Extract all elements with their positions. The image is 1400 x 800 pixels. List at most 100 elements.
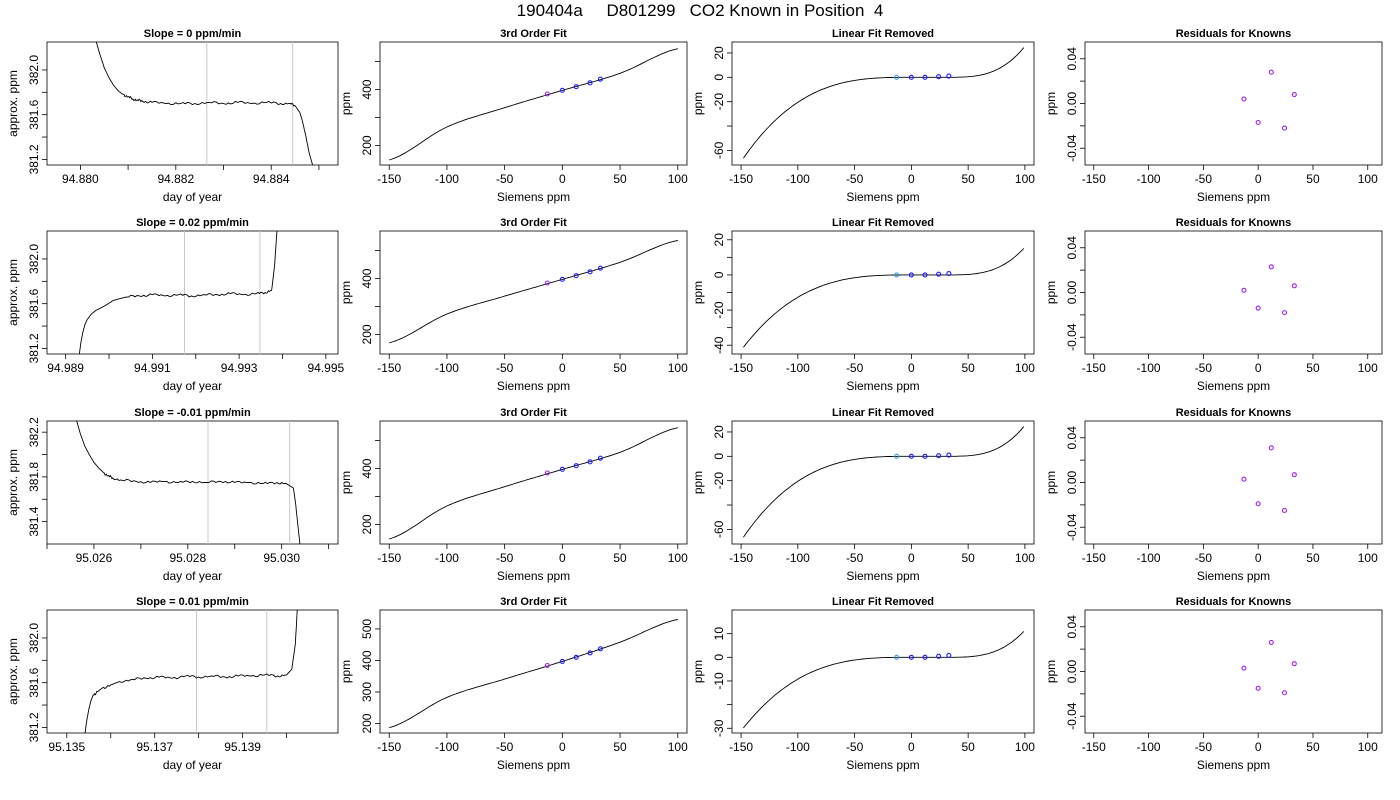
panel-0-fit-xtick-label: 100	[668, 172, 688, 186]
panel-3-linfit-xtick-label: -50	[846, 740, 864, 754]
panel-3-fit-frame	[379, 609, 688, 734]
panel-3-fit-xtick-label: 50	[613, 740, 627, 754]
panel-2-trace-xlabel: day of year	[163, 569, 222, 583]
panel-1-fit-xtick-label: 0	[559, 361, 566, 375]
panel-3-trace-xlabel: day of year	[163, 758, 222, 772]
panel-0-resid-xtick-label: -50	[1195, 172, 1213, 186]
panel-3-linfit-xtick-label: 0	[908, 740, 915, 754]
panel-0-fit-xtick-label: -50	[496, 172, 514, 186]
panel-2-linfit-ytick-label: 0	[712, 453, 726, 460]
panel-1-resid-residual-point	[1268, 264, 1274, 270]
panel-1-trace-xtick-label: 94.991	[134, 361, 171, 375]
panel-0-fit-ylabel: ppm	[339, 92, 353, 115]
panel-1-resid-residual-point	[1255, 305, 1261, 311]
panel-0-resid-title: Residuals for Knowns	[1176, 28, 1292, 40]
panel-1-resid-xtick-label: 0	[1255, 361, 1262, 375]
panel-2-linfit-point	[922, 453, 928, 459]
panel-3-fit-point	[587, 650, 593, 656]
panel-2-fit-ylabel: ppm	[339, 471, 353, 494]
panel-1-trace-xlabel: day of year	[163, 379, 222, 393]
panel-3-resid-xtick-label: -50	[1195, 740, 1213, 754]
panel-0-fit-xtick-label: 50	[613, 172, 627, 186]
panel-3-linfit-frame	[731, 609, 1035, 734]
panel-1-linfit-frame	[731, 230, 1035, 355]
panel-3-trace-ylabel: approx. ppm	[6, 638, 20, 705]
panel-0-linfit-ytick-label: -20	[712, 93, 726, 111]
panel-2-trace-xtick-label: 95.026	[76, 551, 113, 565]
panel-3-trace-ytick-label: 381.6	[27, 667, 41, 697]
panel-2-resid-xtick-label: 100	[1358, 551, 1378, 565]
panel-1-fit-ytick-label: 400	[360, 268, 374, 288]
panel-2-resid-ylabel: ppm	[1044, 471, 1058, 494]
panel-1-resid-residual-point	[1241, 287, 1247, 293]
panel-2-resid-residual-point	[1291, 472, 1297, 478]
panel-0-linfit-xtick-label: 100	[1015, 172, 1035, 186]
panel-1-trace-xtick-label: 94.995	[308, 361, 345, 375]
panel-0-fit-ytick-label: 400	[360, 79, 374, 99]
panel-3-trace-trace-line	[84, 610, 298, 733]
panel-2-trace-ylabel: approx. ppm	[6, 449, 20, 516]
panel-1-trace-ytick-label: 382.0	[27, 244, 41, 274]
panel-0-fit-xtick-label: -100	[435, 172, 459, 186]
panel-1-resid-xlabel: Siemens ppm	[1197, 379, 1270, 393]
panel-1-trace-xtick-label: 94.993	[221, 361, 258, 375]
panel-1-fit-xtick-label: -150	[377, 361, 401, 375]
panel-2-linfit-point	[936, 453, 942, 459]
panel-0-trace-xlabel: day of year	[163, 190, 222, 204]
panel-2-linfit-title: Linear Fit Removed	[832, 407, 934, 419]
panel-0-fit-fit-curve	[389, 48, 678, 161]
panel-0-linfit-xtick-label: -100	[786, 172, 810, 186]
panel-2-linfit-xtick-label: -50	[846, 551, 864, 565]
panel-3-linfit-title: Linear Fit Removed	[832, 596, 934, 608]
panel-2-linfit-xtick-label: 0	[908, 551, 915, 565]
panel-2-resid-title: Residuals for Knowns	[1176, 407, 1292, 419]
panel-1-linfit-xlabel: Siemens ppm	[846, 379, 919, 393]
panel-0-linfit-frame	[731, 41, 1035, 166]
panel-3-fit-point	[559, 658, 565, 664]
panel-0-linfit-xlabel: Siemens ppm	[846, 190, 919, 204]
panel-1-fit-point	[597, 265, 603, 271]
panel-3-fit-xtick-label: -50	[496, 740, 514, 754]
panel-0-fit-xlabel: Siemens ppm	[497, 190, 570, 204]
panel-1-fit-xtick-label: -100	[435, 361, 459, 375]
panel-1-resid-residual-point	[1291, 283, 1297, 289]
panel-2-trace-title: Slope = -0.01 ppm/min	[134, 407, 251, 419]
panel-1-trace-title: Slope = 0.02 ppm/min	[136, 217, 249, 229]
panel-2-fit-title: 3rd Order Fit	[500, 407, 567, 419]
panel-3-fit-point	[597, 646, 603, 652]
panel-1-resid-ytick-label: 0.04	[1065, 236, 1079, 260]
panel-1-resid-ylabel: ppm	[1044, 281, 1058, 304]
panel-3-fit-point	[544, 662, 550, 669]
page-title: 190404a D801299 CO2 Known in Position 4	[516, 1, 884, 20]
panel-2-resid-ytick-label: -0.04	[1065, 513, 1079, 541]
panel-0-linfit-point	[936, 74, 942, 80]
panel-0-resid-residual-point	[1268, 69, 1274, 75]
panel-0-trace-title: Slope = 0 ppm/min	[144, 28, 242, 40]
panel-0-resid-xlabel: Siemens ppm	[1197, 190, 1270, 204]
panel-1-resid-xtick-label: 50	[1306, 361, 1320, 375]
panel-0-fit-point	[544, 91, 550, 97]
panel-1-linfit-xtick-label: -100	[786, 361, 810, 375]
panel-2-fit-ytick-label: 200	[360, 514, 374, 534]
panel-0-fit-point	[587, 80, 593, 86]
panel-3-resid-xtick-label: 0	[1255, 740, 1262, 754]
panel-1-fit-point	[587, 269, 593, 275]
panel-2-resid-xtick-label: 0	[1255, 551, 1262, 565]
panel-2-trace-xtick-label: 95.028	[169, 551, 206, 565]
panel-3-resid-residual-point	[1291, 661, 1297, 667]
panel-2-linfit-ytick-label: -20	[712, 472, 726, 490]
panel-0-linfit-xtick-label: -50	[846, 172, 864, 186]
panel-1-fit-point	[573, 273, 579, 279]
panel-3-resid-residual-point	[1255, 685, 1261, 691]
panel-3-linfit-ytick-label: -10	[712, 672, 726, 690]
panel-3-resid-frame	[1084, 609, 1383, 734]
panel-0-trace-frame	[46, 41, 339, 166]
panel-0-linfit-point	[894, 74, 900, 80]
panel-2-resid-xtick-label: -100	[1137, 551, 1161, 565]
panel-0-resid-xtick-label: 100	[1358, 172, 1378, 186]
panel-2-linfit-point	[908, 453, 914, 459]
panel-3-linfit-point	[922, 654, 928, 660]
panel-1-fit-point	[559, 276, 565, 282]
panel-1-fit-ytick-label: 200	[360, 324, 374, 344]
